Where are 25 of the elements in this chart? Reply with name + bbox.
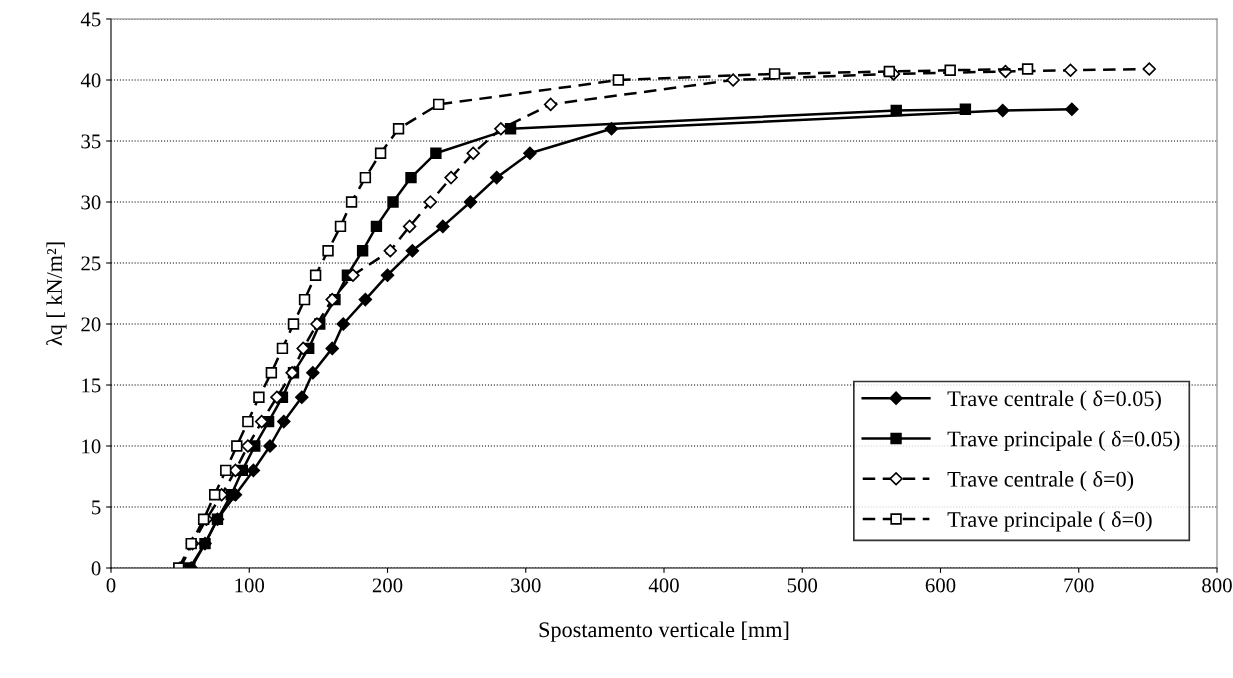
x-tick-label: 600 [925, 578, 956, 593]
x-tick-label: 400 [648, 578, 679, 593]
legend-label: Trave centrale ( δ=0.05) [947, 390, 1161, 411]
x-tick-label: 700 [1064, 578, 1094, 593]
y-axis-title: λq [ kN/m²] [46, 242, 67, 346]
x-tick-label: 800 [1202, 578, 1232, 593]
y-tick-label: 35 [81, 134, 101, 149]
y-tick-label: 0 [91, 561, 101, 576]
x-tick-label: 300 [511, 578, 541, 593]
x-tick-label: 0 [106, 578, 116, 593]
x-tick-label: 500 [787, 578, 818, 593]
legend-label: Trave principale ( δ=0.05) [947, 430, 1180, 451]
y-tick-label: 25 [81, 256, 101, 271]
x-axis-title: Spostamento verticale [mm] [539, 621, 789, 642]
legend-label: Trave centrale ( δ=0) [947, 470, 1134, 492]
y-tick-label: 40 [80, 73, 101, 88]
y-tick-label: 20 [81, 317, 101, 332]
y-tick-label: 10 [82, 439, 101, 454]
y-tick-label: 45 [80, 12, 101, 27]
x-tick-label: 200 [372, 578, 403, 593]
x-tick-label: 100 [235, 578, 265, 593]
legend-label: Trave principale ( δ=0) [947, 511, 1152, 532]
y-tick-label: 30 [81, 195, 101, 210]
y-tick-label: 5 [92, 500, 101, 515]
y-tick-label: 15 [82, 378, 101, 393]
